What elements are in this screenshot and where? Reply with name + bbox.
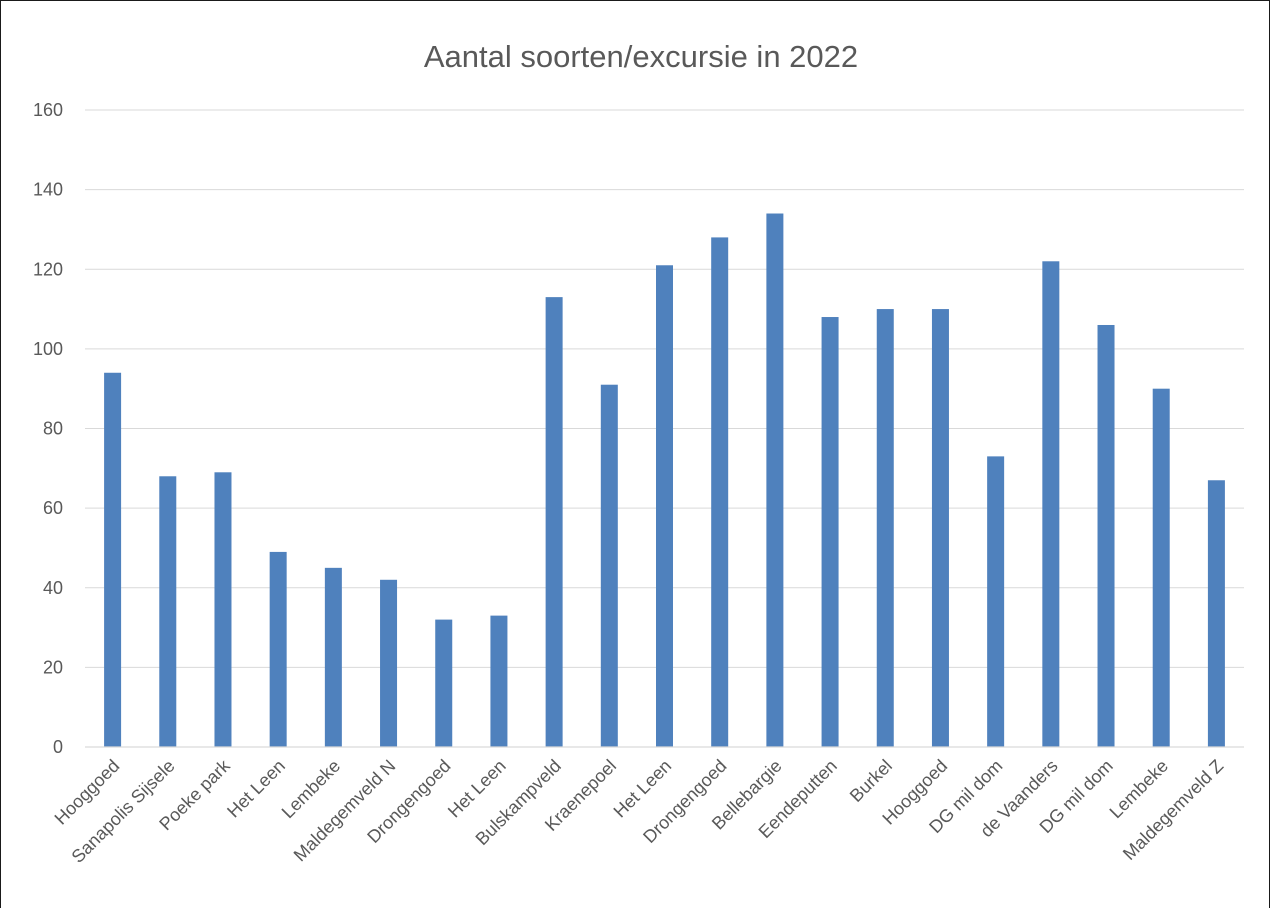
- bar: [214, 472, 232, 747]
- bars: [104, 213, 1225, 747]
- bar: [931, 309, 949, 747]
- bar: [324, 567, 342, 747]
- bar: [600, 384, 618, 747]
- x-category-label: Maldegemveld Z: [1119, 756, 1227, 864]
- y-tick-label: 60: [43, 498, 63, 518]
- y-axis-ticks: 0 20 40 60 80 100 120 140 160: [33, 100, 63, 757]
- bar: [876, 309, 894, 747]
- bar: [435, 619, 453, 747]
- y-tick-label: 140: [33, 180, 63, 200]
- y-tick-label: 0: [53, 737, 63, 757]
- y-tick-label: 100: [33, 339, 63, 359]
- y-tick-label: 80: [43, 419, 63, 439]
- bar: [1207, 480, 1225, 747]
- bar: [380, 579, 398, 747]
- y-tick-label: 20: [43, 657, 63, 677]
- y-tick-label: 40: [43, 578, 63, 598]
- bar: [1152, 388, 1170, 747]
- bar: [269, 551, 287, 747]
- y-tick-label: 120: [33, 259, 63, 279]
- chart-title: Aantal soorten/excursie in 2022: [424, 39, 858, 74]
- bar: [159, 476, 177, 747]
- x-category-label: Maldegemveld N: [290, 756, 400, 866]
- bar: [987, 456, 1005, 747]
- x-category-label: Burkel: [846, 756, 896, 806]
- bar: [711, 237, 729, 747]
- bar: [545, 297, 563, 747]
- bar: [821, 317, 839, 747]
- bar: [656, 265, 673, 747]
- x-category-label: Sanapolis Sijsele: [68, 756, 179, 867]
- x-category-label: Het Leen: [223, 756, 289, 822]
- bar: [490, 615, 508, 747]
- bar: [104, 372, 122, 747]
- y-tick-label: 160: [33, 100, 63, 120]
- bar: [1042, 261, 1060, 747]
- bar: [1097, 324, 1115, 747]
- bar: [766, 213, 784, 747]
